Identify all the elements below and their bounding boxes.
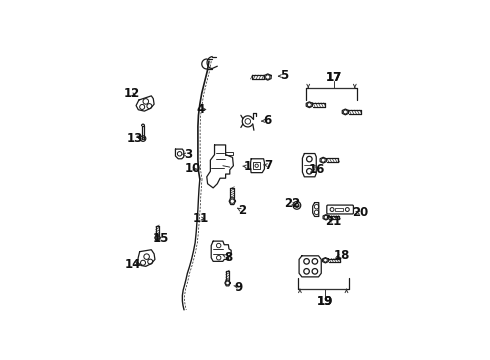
- Text: 9: 9: [235, 281, 243, 294]
- Text: 10: 10: [184, 162, 200, 175]
- Text: 2: 2: [238, 204, 246, 217]
- Text: 3: 3: [184, 148, 192, 161]
- Text: 8: 8: [224, 251, 233, 264]
- Text: 21: 21: [326, 216, 342, 229]
- Text: 22: 22: [284, 197, 300, 210]
- Text: 16: 16: [309, 163, 325, 176]
- Text: 17: 17: [326, 71, 342, 84]
- Text: 14: 14: [125, 258, 142, 271]
- Text: 7: 7: [264, 159, 272, 172]
- Text: 19: 19: [317, 295, 333, 308]
- Text: 4: 4: [196, 103, 205, 116]
- Bar: [253, 162, 260, 169]
- Text: 19: 19: [317, 295, 333, 308]
- Text: 20: 20: [352, 206, 369, 219]
- Text: 15: 15: [153, 232, 169, 245]
- Text: 13: 13: [127, 132, 144, 145]
- Text: 17: 17: [326, 71, 342, 84]
- Bar: [335, 208, 343, 211]
- Text: 6: 6: [263, 114, 271, 127]
- Text: 5: 5: [280, 69, 288, 82]
- Text: 1: 1: [244, 160, 252, 173]
- Text: 11: 11: [193, 212, 209, 225]
- Bar: [225, 152, 233, 155]
- Text: 18: 18: [334, 249, 350, 262]
- Text: 12: 12: [123, 87, 140, 100]
